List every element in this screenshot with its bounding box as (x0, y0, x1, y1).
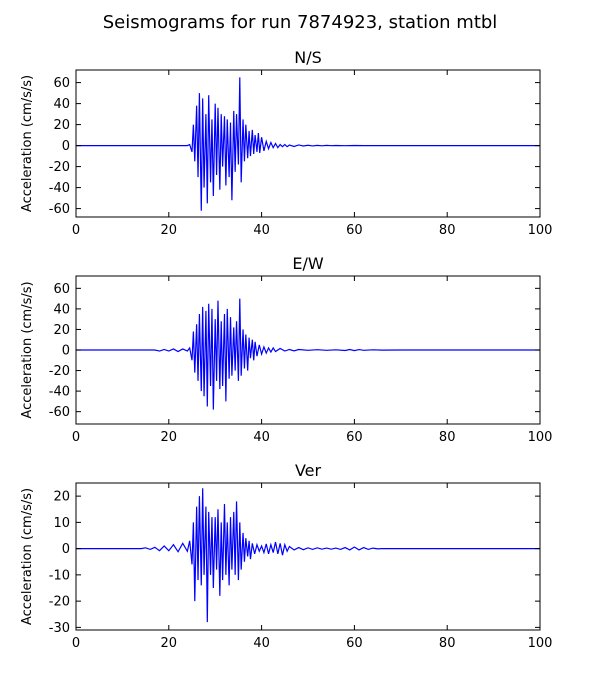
y-tick-label: 10 (53, 516, 70, 531)
panel-1: E/W Acceleration (cm/s/s) 0 20 40 60 80 100 -60 -… (20, 254, 552, 445)
x-tick-label: 20 (161, 223, 178, 238)
figure-suptitle: Seismograms for run 7874923, station mtb… (103, 12, 498, 33)
x-tick-label: 60 (346, 636, 363, 651)
y-tick-label: -40 (49, 385, 70, 400)
series-line (76, 77, 540, 211)
y-tick-label: -60 (49, 405, 70, 420)
x-tick-label: 80 (439, 636, 456, 651)
y-tick-label: 60 (53, 282, 70, 297)
y-tick-label: -20 (49, 364, 70, 379)
x-tick-label: 100 (528, 223, 553, 238)
y-tick-label: 20 (53, 490, 70, 505)
axes-frame (75, 69, 541, 218)
y-axis-label: Acceleration (cm/s/s) (20, 281, 35, 418)
y-tick-label: -30 (49, 621, 70, 636)
y-tick-label: -40 (49, 181, 70, 196)
axes-frame (75, 482, 541, 631)
x-tick-label: 0 (72, 223, 80, 238)
x-tick-label: 60 (346, 223, 363, 238)
x-tick-label: 0 (72, 430, 80, 445)
x-tick-label: 20 (161, 430, 178, 445)
x-tick-label: 40 (253, 636, 270, 651)
x-tick-label: 80 (439, 223, 456, 238)
x-tick-label: 20 (161, 636, 178, 651)
x-tick-label: 40 (253, 223, 270, 238)
y-axis-label: Acceleration (cm/s/s) (20, 488, 35, 625)
y-axis-label: Acceleration (cm/s/s) (20, 75, 35, 212)
panel-title: E/W (292, 254, 324, 273)
y-tick-label: 20 (53, 323, 70, 338)
x-tick-label: 100 (528, 430, 553, 445)
x-tick-label: 80 (439, 430, 456, 445)
y-tick-label: 60 (53, 76, 70, 91)
y-tick-label: 20 (53, 118, 70, 133)
series-line (76, 488, 540, 623)
y-tick-label: -20 (49, 160, 70, 175)
y-tick-label: -20 (49, 595, 70, 610)
y-tick-label: 40 (53, 302, 70, 317)
y-tick-label: -60 (49, 202, 70, 217)
x-tick-label: 40 (253, 430, 270, 445)
x-tick-label: 100 (528, 636, 553, 651)
y-tick-label: -10 (49, 568, 70, 583)
panel-title: Ver (295, 461, 322, 480)
y-tick-label: 40 (53, 97, 70, 112)
y-tick-label: 0 (62, 344, 70, 359)
y-tick-label: 0 (62, 139, 70, 154)
x-tick-label: 0 (72, 636, 80, 651)
y-tick-label: 0 (62, 542, 70, 557)
series-line (76, 298, 540, 410)
x-tick-label: 60 (346, 430, 363, 445)
panel-title: N/S (294, 48, 322, 67)
panel-0: N/S Acceleration (cm/s/s) 0 20 40 60 80 100 -60 -… (20, 48, 552, 238)
